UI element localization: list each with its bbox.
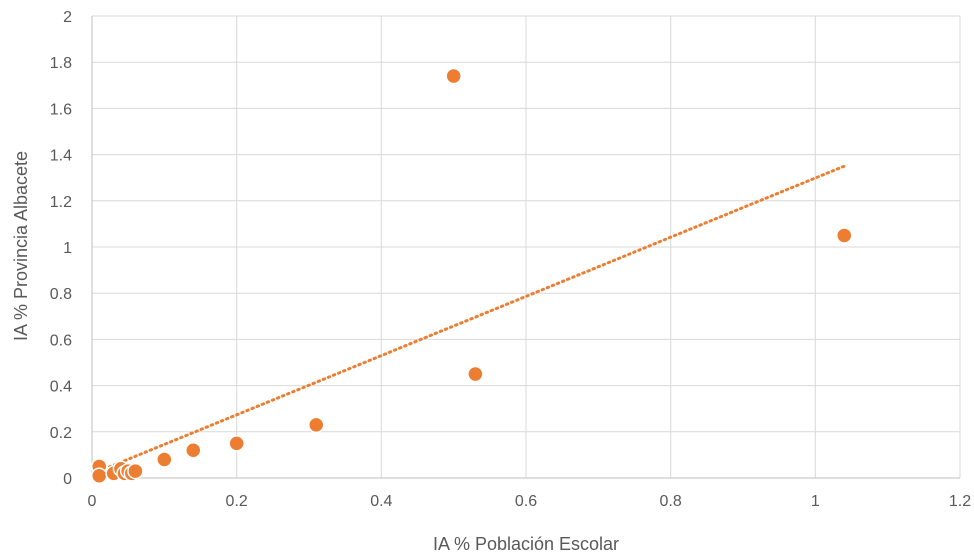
axes xyxy=(91,16,960,479)
data-point xyxy=(228,435,245,452)
x-tick-label: 0.2 xyxy=(226,493,248,510)
y-tick-label: 1 xyxy=(63,240,72,257)
y-tick-label: 0.2 xyxy=(50,425,72,442)
data-point xyxy=(445,67,462,85)
y-tick-label: 1.4 xyxy=(50,148,72,165)
trendline-layer xyxy=(97,164,846,473)
x-tick-label: 0 xyxy=(88,493,97,510)
data-point xyxy=(307,416,325,434)
data-point xyxy=(127,462,144,480)
x-tick-labels: 0 0.2 0.4 0.6 0.8 1 1.2 xyxy=(88,493,972,510)
y-tick-label: 0.4 xyxy=(50,379,72,396)
y-tick-labels: 0 0.2 0.4 0.6 0.8 1 1.2 1.4 1.6 1.8 2 xyxy=(50,9,72,488)
y-tick-label: 0 xyxy=(63,471,72,488)
x-tick-label: 0.8 xyxy=(660,493,682,510)
data-point xyxy=(156,451,173,468)
x-tick-label: 0.6 xyxy=(515,493,537,510)
y-tick-label: 1.2 xyxy=(50,194,72,211)
y-tick-label: 1.6 xyxy=(50,101,72,118)
x-tick-label: 0.4 xyxy=(370,493,392,510)
y-tick-label: 1.8 xyxy=(50,55,72,72)
y-axis-title: IA % Provincia Albacete xyxy=(11,151,31,341)
data-point xyxy=(185,442,202,459)
gridlines xyxy=(92,15,961,478)
data-points xyxy=(90,67,853,484)
y-tick-label: 0.6 xyxy=(50,332,72,349)
y-tick-label: 0.8 xyxy=(50,286,72,303)
data-point xyxy=(90,467,108,484)
x-tick-label: 1.2 xyxy=(949,493,971,510)
x-tick-label: 1 xyxy=(811,493,820,510)
data-point xyxy=(836,227,853,244)
trendline xyxy=(97,164,846,473)
y-tick-label: 2 xyxy=(63,9,72,26)
data-point xyxy=(467,365,484,383)
x-axis-title: IA % Población Escolar xyxy=(433,534,619,554)
